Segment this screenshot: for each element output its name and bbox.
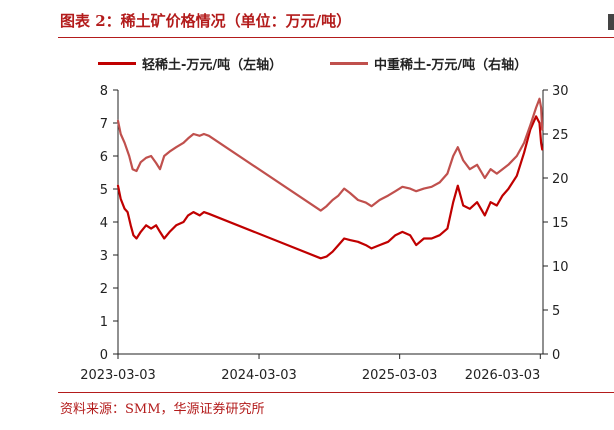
x-tick-label: 2026-03-03 [465, 368, 541, 383]
y-left-tick-label: 1 [100, 315, 108, 330]
y-left-tick-label: 2 [100, 282, 108, 297]
y-right-tick-label: 10 [552, 260, 569, 275]
y-right-tick-label: 30 [552, 84, 569, 99]
source-note: 资料来源：SMM，华源证券研究所 [60, 402, 265, 417]
source-divider [58, 392, 614, 393]
y-left-tick-label: 3 [100, 249, 108, 264]
y-left-tick-label: 6 [100, 150, 108, 165]
y-right-tick-label: 15 [552, 216, 569, 231]
legend-item-heavy: 中重稀土-万元/吨（右轴） [330, 54, 527, 73]
adjacent-panel-edge [608, 14, 614, 30]
legend-swatch-light [98, 62, 136, 65]
x-tick-label: 2025-03-03 [362, 368, 438, 383]
y-left-tick-label: 8 [100, 84, 108, 99]
y-right-tick-label: 20 [552, 172, 569, 187]
series-line-heavy [116, 97, 544, 212]
legend-label-heavy: 中重稀土-万元/吨（右轴） [374, 58, 528, 73]
y-left-tick-label: 5 [100, 183, 108, 198]
title-divider [58, 37, 614, 38]
x-tick-label: 2024-03-03 [221, 368, 297, 383]
x-tick-label: 2023-03-03 [80, 368, 156, 383]
y-left-tick-label: 4 [100, 216, 108, 231]
y-right-tick-label: 0 [552, 348, 560, 363]
chart-title: 图表 2：稀土矿价格情况（单位：万元/吨） [60, 12, 352, 30]
series-line-light [116, 115, 544, 260]
y-left-tick-label: 0 [100, 348, 108, 363]
legend-label-light: 轻稀土-万元/吨（左轴） [142, 58, 283, 73]
legend-swatch-heavy [330, 62, 368, 65]
y-right-tick-label: 5 [552, 304, 560, 319]
legend-item-light: 轻稀土-万元/吨（左轴） [98, 54, 282, 73]
y-left-tick-label: 7 [100, 117, 108, 132]
y-right-tick-label: 25 [552, 128, 569, 143]
